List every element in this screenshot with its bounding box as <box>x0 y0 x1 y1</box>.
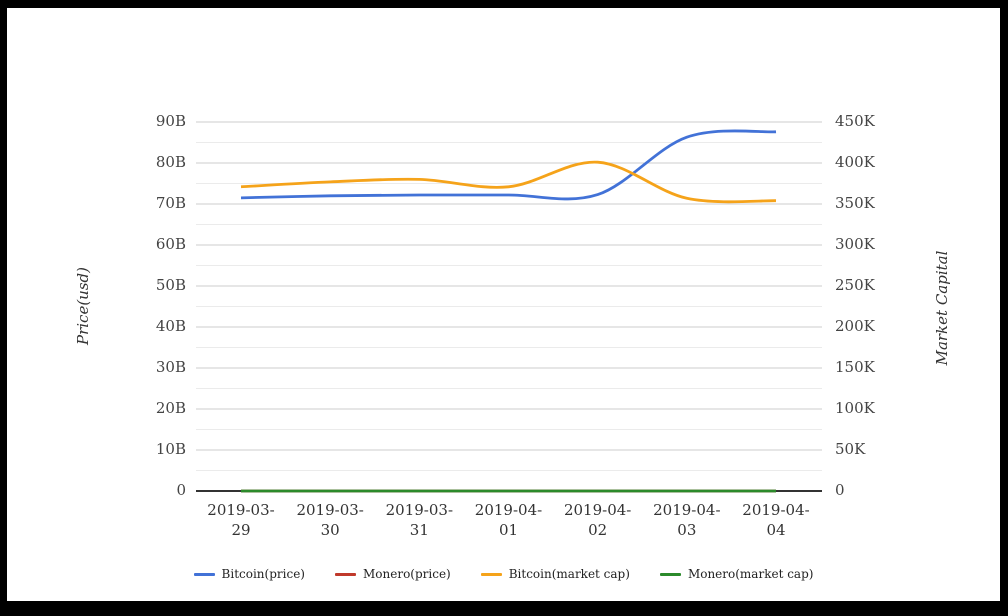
x-tick-label: 2019-04- 04 <box>742 501 810 539</box>
left-axis-title: Price(usd) <box>74 266 92 346</box>
chart-legend: Bitcoin(price) Monero(price) Bitcoin(marke… <box>7 567 1000 581</box>
legend-label: Monero(market cap) <box>687 567 814 581</box>
legend-label: Bitcoin(price) <box>221 567 305 581</box>
legend-item-monero-price-[interactable]: Monero(price) <box>334 567 451 581</box>
left-y-tick-label: 10B <box>155 440 186 458</box>
right-y-tick-label: 400K <box>835 153 875 171</box>
x-tick-label: 2019-03- 30 <box>296 501 364 539</box>
right-y-tick-label: 50K <box>835 440 866 458</box>
series-line-bitcoin-market-cap- <box>240 160 777 204</box>
right-y-tick-label: 200K <box>835 317 875 335</box>
x-tick-label: 2019-03- 31 <box>385 501 454 539</box>
right-y-tick-label: 350K <box>835 194 875 212</box>
x-tick-label: 2019-04- 02 <box>563 501 632 539</box>
left-y-tick-label: 0 <box>176 481 186 499</box>
right-y-tick-label: 150K <box>835 358 875 376</box>
right-y-tick-label: 300K <box>835 235 875 253</box>
legend-item-bitcoin-market-cap-[interactable]: Bitcoin(market cap) <box>480 567 630 581</box>
right-y-tick-label: 0 <box>835 481 845 499</box>
right-y-tick-label: 450K <box>835 112 875 130</box>
legend-item-bitcoin-price-[interactable]: Bitcoin(price) <box>193 567 305 581</box>
left-y-tick-label: 70B <box>155 194 186 212</box>
left-y-tick-label: 30B <box>155 358 186 376</box>
legend-line-swatch <box>659 572 681 576</box>
chart-page: 0 10B 20B 30B 40B 50B 60B 70B 80B 90B 0 50K 100K 150… <box>7 8 1000 601</box>
legend-label: Monero(price) <box>362 567 451 581</box>
left-y-tick-label: 50B <box>155 276 186 294</box>
left-y-tick-label: 80B <box>155 153 186 171</box>
right-y-tick-label: 100K <box>835 399 875 417</box>
legend-line-swatch <box>193 572 215 576</box>
legend-label: Bitcoin(market cap) <box>508 567 630 581</box>
series-line-bitcoin-price- <box>240 129 777 201</box>
left-y-tick-label: 20B <box>155 399 186 417</box>
legend-line-swatch <box>480 572 502 576</box>
right-axis-title: Market Capital <box>933 250 951 366</box>
left-y-tick-label: 90B <box>155 112 186 130</box>
left-y-tick-label: 40B <box>155 317 186 335</box>
legend-item-monero-market-cap-[interactable]: Monero(market cap) <box>659 567 814 581</box>
x-tick-label: 2019-04- 01 <box>474 501 543 539</box>
chart-canvas <box>196 121 822 493</box>
legend-line-swatch <box>334 572 356 576</box>
right-y-tick-label: 250K <box>835 276 875 294</box>
x-tick-label: 2019-03- 29 <box>207 501 275 539</box>
x-tick-label: 2019-04- 03 <box>653 501 721 539</box>
left-y-tick-label: 60B <box>155 235 186 253</box>
